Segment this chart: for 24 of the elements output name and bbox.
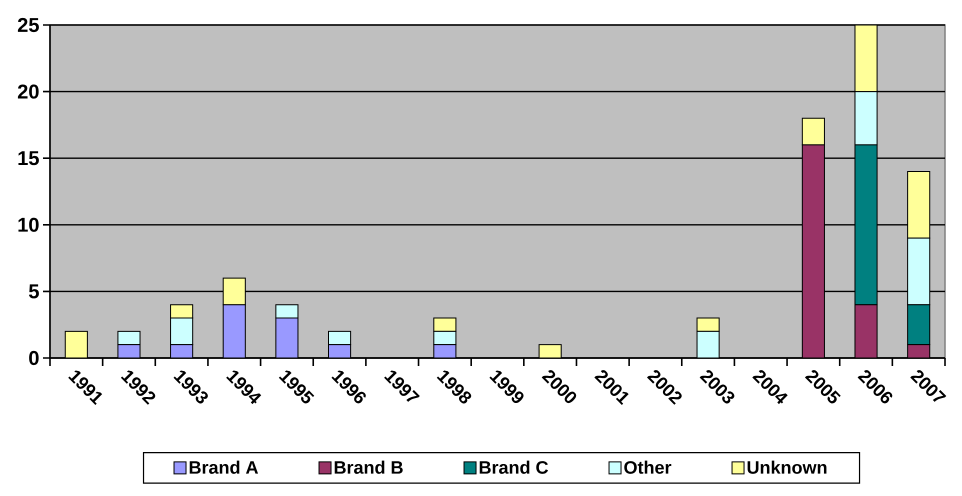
bar xyxy=(907,171,930,239)
bar xyxy=(696,330,720,358)
bar xyxy=(854,304,878,358)
legend-label: Other xyxy=(624,460,672,474)
bar xyxy=(170,318,194,346)
bar xyxy=(275,318,298,358)
bar xyxy=(222,304,246,358)
bar xyxy=(907,238,930,306)
legend-label: Unknown xyxy=(748,460,826,474)
legend-label: Brand B xyxy=(334,460,403,474)
y-tick-label: 15 xyxy=(18,151,39,166)
bar xyxy=(854,25,878,92)
y-tick-label: 25 xyxy=(18,18,39,32)
y-tick-label: 0 xyxy=(29,350,39,366)
bar xyxy=(802,144,825,358)
y-tick-label: 5 xyxy=(28,284,39,298)
y-tick-label: 20 xyxy=(18,84,39,99)
bar xyxy=(802,118,825,146)
legend-label: Brand A xyxy=(190,460,258,474)
bar xyxy=(854,91,878,146)
y-tick-label: 10 xyxy=(18,218,39,232)
bar xyxy=(64,330,88,358)
bar xyxy=(222,278,246,306)
legend-label: Brand C xyxy=(480,460,548,474)
